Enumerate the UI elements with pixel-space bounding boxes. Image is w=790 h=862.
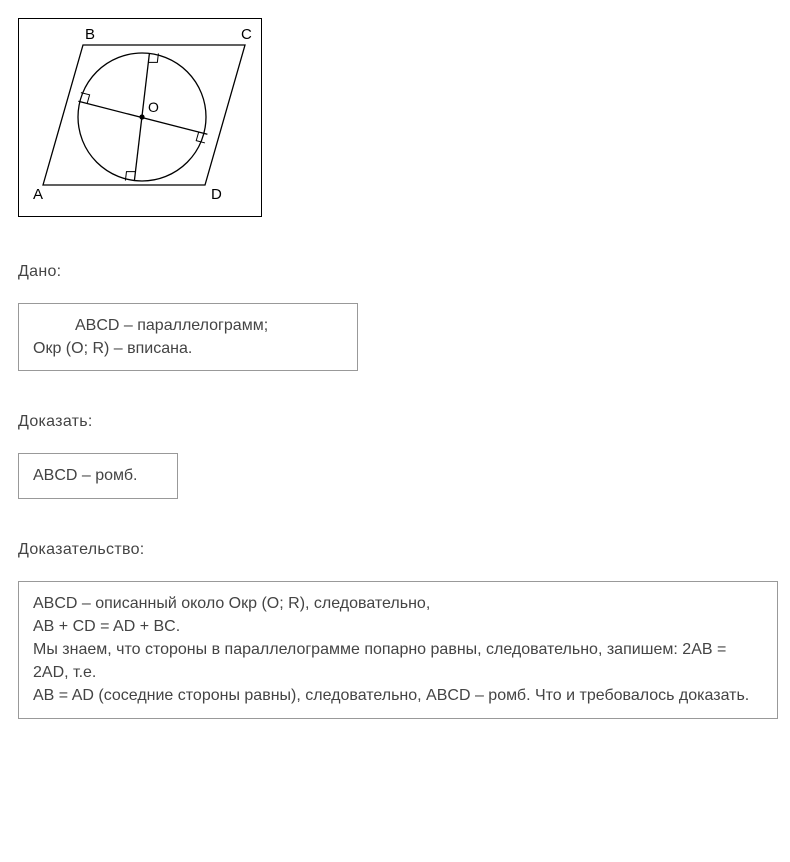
prove-label: Доказать:: [18, 413, 772, 431]
given-line-1: ABCD – параллелограмм;: [33, 317, 268, 334]
svg-text:C: C: [241, 26, 252, 43]
given-line-2: Окр (O; R) – вписана.: [33, 340, 192, 357]
proof-line-2: AB + CD = AD + BC.: [33, 618, 180, 635]
proof-line-3: Мы знаем, что стороны в параллелограмме …: [33, 641, 726, 681]
svg-text:O: O: [148, 99, 159, 115]
figure-box: A B C D O: [18, 18, 262, 217]
given-label: Дано:: [18, 263, 772, 281]
proof-line-1: ABCD – описанный около Окр (O; R), следо…: [33, 595, 430, 612]
prove-line-1: ABCD – ромб.: [33, 467, 137, 484]
proof-label: Доказательство:: [18, 541, 772, 559]
prove-box: ABCD – ромб.: [18, 453, 178, 498]
proof-line-4: AB = AD (соседние стороны равны), следов…: [33, 687, 749, 704]
svg-text:D: D: [211, 186, 222, 203]
geometry-figure: A B C D O: [25, 25, 255, 205]
proof-box: ABCD – описанный около Окр (O; R), следо…: [18, 581, 778, 719]
svg-text:B: B: [85, 26, 95, 43]
given-box: ABCD – параллелограмм; Окр (O; R) – впис…: [18, 303, 358, 371]
svg-text:A: A: [33, 186, 43, 203]
